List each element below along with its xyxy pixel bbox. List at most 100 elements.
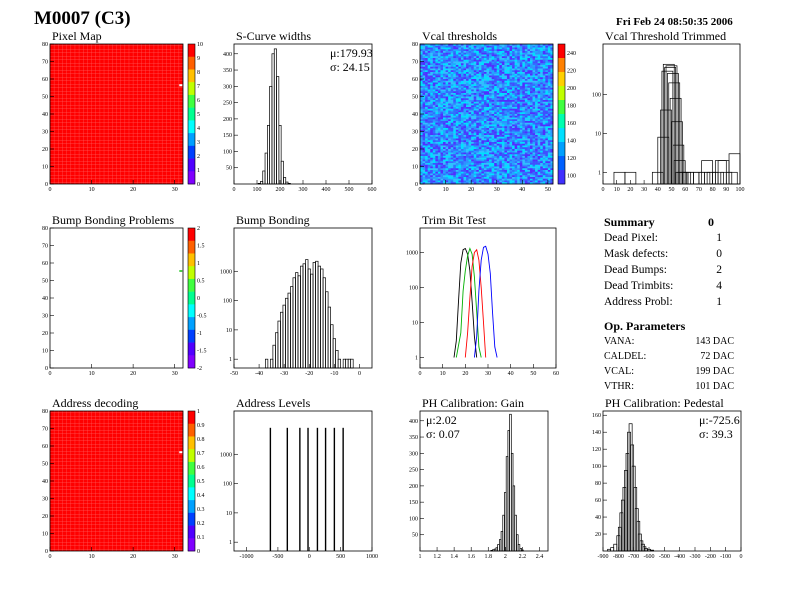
heatmap-cell — [501, 180, 505, 183]
heatmap-cell — [463, 75, 467, 78]
heatmap-cell — [535, 49, 538, 52]
heatmap-cell — [455, 161, 459, 164]
heatmap-cell — [471, 112, 475, 115]
heatmap-cell — [458, 147, 462, 150]
heatmap-cell — [476, 140, 480, 143]
heatmap-cell — [422, 166, 426, 169]
heatmap-cell — [514, 56, 518, 59]
heatmap-cell — [517, 98, 521, 101]
heatmap-cell — [460, 180, 464, 183]
heatmap-cell — [463, 159, 467, 162]
heatmap-cell — [432, 154, 436, 157]
heatmap-cell — [453, 129, 457, 132]
heatmap-cell — [517, 66, 521, 69]
heatmap-cell — [463, 73, 467, 76]
heatmap-cell — [537, 121, 541, 124]
heatmap-cell — [483, 103, 487, 106]
heatmap-cell — [425, 110, 428, 113]
heatmap-cell — [542, 84, 546, 87]
colorbar-segment — [188, 355, 195, 369]
heatmap-cell — [476, 56, 480, 59]
heatmap-cell — [547, 119, 551, 122]
heatmap-cell — [489, 143, 492, 146]
heatmap-cell — [471, 103, 475, 106]
heatmap-cell — [512, 49, 515, 52]
heatmap-cell — [524, 124, 528, 127]
heatmap-cell — [420, 149, 423, 152]
heatmap-cell — [458, 157, 462, 160]
heatmap-cell — [537, 70, 541, 73]
heatmap-cell — [535, 107, 538, 110]
heatmap-cell — [545, 66, 549, 69]
heatmap-cell — [460, 150, 464, 153]
histogram-bin — [285, 297, 289, 369]
heatmap-cell — [448, 129, 451, 132]
heatmap-cell — [529, 131, 533, 134]
heatmap-cell — [435, 182, 439, 185]
heatmap-cell — [499, 91, 503, 94]
heatmap-cell — [524, 47, 528, 50]
heatmap-cell — [486, 164, 490, 167]
heatmap-cell — [478, 135, 482, 138]
heatmap-cell — [432, 171, 436, 174]
heatmap-cell — [496, 117, 500, 120]
heatmap-cell — [494, 96, 498, 99]
heatmap-cell — [455, 122, 459, 125]
heatmap-cell — [522, 75, 526, 78]
heatmap-cell — [445, 68, 449, 71]
heatmap-cell — [535, 171, 538, 174]
heatmap-cell — [425, 59, 428, 62]
heatmap-cell — [504, 121, 508, 124]
heatmap-cell — [529, 177, 533, 180]
heatmap-cell — [524, 114, 528, 117]
heatmap-cell — [483, 145, 487, 148]
heatmap-cell — [501, 94, 505, 97]
heatmap-cell — [458, 138, 462, 141]
heatmap-cell — [504, 98, 508, 101]
heatmap-cell — [540, 100, 544, 103]
heatmap-cell — [460, 163, 464, 166]
page-title: M0007 (C3) — [34, 8, 131, 29]
heatmap-cell — [483, 147, 487, 150]
heatmap-cell — [489, 150, 492, 153]
heatmap-cell — [504, 59, 508, 62]
heatmap-cell — [522, 63, 526, 66]
heatmap-cell — [435, 135, 439, 138]
heatmap-cell — [473, 131, 477, 134]
heatmap-cell — [509, 168, 513, 171]
heatmap-cell — [443, 177, 446, 180]
heatmap-cell — [440, 98, 444, 101]
heatmap-cell — [478, 177, 482, 180]
heatmap-cell — [435, 136, 439, 139]
heatmap-cell — [443, 147, 446, 150]
heatmap-cell — [550, 152, 554, 155]
heatmap-cell — [489, 119, 492, 122]
heatmap-cell — [466, 77, 469, 80]
heatmap-cell — [450, 164, 454, 167]
heatmap-cell — [468, 63, 472, 66]
heatmap-cell — [448, 175, 451, 178]
heatmap-cell — [437, 44, 441, 47]
heatmap-cell — [535, 135, 538, 138]
heatmap-cell — [547, 157, 551, 160]
heatmap-cell — [453, 128, 457, 131]
heatmap-cell — [514, 156, 518, 159]
heatmap-cell — [473, 47, 477, 50]
heatmap-cell — [478, 175, 482, 178]
heatmap-cell — [483, 143, 487, 146]
colorbar-segment — [188, 266, 195, 280]
heatmap-cell — [453, 52, 457, 55]
stats-mean: μ:2.02 — [426, 413, 457, 427]
heatmap-cell — [473, 128, 477, 131]
heatmap-cell — [460, 54, 464, 57]
heatmap-cell — [432, 163, 436, 166]
heatmap-cell — [517, 128, 521, 131]
y-tick-label: 100 — [223, 482, 232, 488]
heatmap-cell — [489, 61, 492, 64]
heatmap-cell — [542, 163, 546, 166]
heatmap-cell — [547, 77, 551, 80]
heatmap-cell — [504, 161, 508, 164]
heatmap-cell — [540, 45, 544, 48]
colorbar-tick-label: 0.7 — [197, 451, 205, 457]
heatmap-cell — [468, 101, 472, 104]
